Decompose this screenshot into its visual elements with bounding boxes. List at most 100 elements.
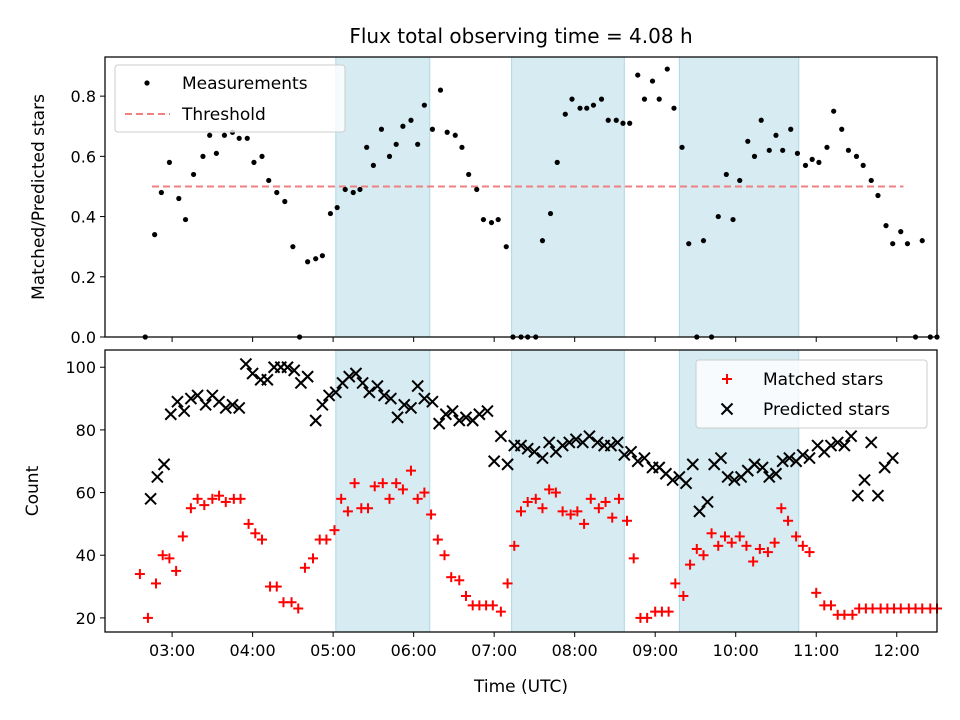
predicted-point — [521, 442, 534, 455]
predicted-point-b — [349, 367, 363, 380]
matched-point — [391, 478, 402, 489]
matched-point — [741, 540, 752, 551]
predicted-point — [171, 395, 184, 408]
predicted-point — [157, 458, 171, 471]
predicted-point — [679, 476, 693, 490]
matched-point — [544, 484, 555, 495]
predicted-point — [714, 451, 728, 465]
top-legend: Measurements Threshold — [114, 64, 346, 133]
matched-point — [377, 478, 388, 489]
predicted-point — [851, 489, 865, 502]
measurement-point — [350, 189, 356, 196]
matched-point — [607, 512, 618, 523]
predicted-point — [701, 495, 714, 509]
bottom-legend: Matched stars Predicted stars — [695, 359, 928, 429]
top-legend-box — [114, 64, 346, 133]
measurement-point — [590, 102, 597, 108]
measurement-point — [700, 238, 707, 244]
measurement-point — [459, 144, 465, 150]
matched-point — [502, 578, 513, 589]
x-axis-label: Time (UTC) — [473, 677, 568, 697]
measurement-point — [244, 135, 250, 141]
measurement-point — [745, 138, 751, 144]
predicted-point-b — [763, 470, 776, 484]
bottom-legend-box — [695, 359, 928, 429]
predicted-point — [226, 398, 239, 412]
predicted-point — [398, 398, 411, 412]
predicted-point — [411, 379, 424, 393]
measurement-point — [357, 186, 363, 193]
measurement-point — [274, 189, 280, 196]
measurement-point — [327, 210, 334, 217]
measurement-point — [334, 204, 340, 211]
predicted-point-b — [398, 398, 411, 412]
matched-point — [243, 518, 254, 529]
matched-point — [250, 528, 261, 539]
predicted-point-b — [714, 451, 728, 465]
legend-entry-matched: Matched stars — [763, 370, 883, 390]
measurement-point — [627, 120, 633, 126]
measurement-point — [466, 171, 472, 178]
bottom-y-tick-label: 100 — [65, 358, 96, 377]
measurement-point — [715, 213, 721, 220]
measurement-point — [176, 195, 182, 202]
measurement-point — [282, 198, 288, 205]
measurement-point — [649, 78, 656, 84]
predicted-point — [886, 451, 899, 465]
predicted-point — [803, 451, 816, 465]
matched-point — [593, 503, 604, 514]
measurement-point — [488, 219, 495, 226]
measurement-point — [671, 105, 677, 111]
predicted-point — [371, 379, 384, 393]
predicted-point — [624, 445, 638, 459]
predicted-point — [728, 473, 741, 487]
predicted-point-b — [481, 404, 494, 418]
matched-point — [157, 550, 168, 561]
x-tick-label: 11:00 — [793, 641, 839, 660]
predicted-point-b — [157, 458, 171, 471]
measurement-point — [853, 153, 860, 159]
legend-entry-threshold: Threshold — [181, 105, 266, 125]
predicted-point-b — [171, 395, 184, 408]
measurement-point — [641, 96, 648, 102]
predicted-point — [356, 376, 369, 390]
matched-point — [516, 506, 526, 517]
predicted-point — [418, 392, 431, 405]
matched-point — [271, 581, 282, 592]
measurement-point — [415, 141, 421, 147]
predicted-point-b — [536, 451, 549, 465]
matched-point — [537, 503, 548, 514]
measurement-point — [883, 223, 889, 229]
measurement-point — [679, 144, 685, 150]
legend-marker-matched — [722, 374, 732, 384]
predicted-point-b — [624, 445, 638, 459]
matched-point — [321, 534, 332, 545]
predicted-point-b — [514, 439, 528, 452]
matched-point — [691, 543, 702, 554]
predicted-point-b — [583, 429, 596, 443]
matched-point — [557, 506, 568, 517]
measurement-point — [182, 216, 189, 223]
predicted-point — [858, 473, 871, 487]
matched-point — [439, 550, 450, 561]
measurement-point — [758, 117, 764, 123]
predicted-point — [349, 367, 363, 380]
predicted-point-b — [796, 448, 810, 462]
predicted-point — [844, 429, 858, 443]
matched-point — [405, 465, 416, 476]
legend-cross — [720, 402, 734, 416]
predicted-point-b — [783, 451, 796, 465]
predicted-point-b — [384, 392, 398, 405]
predicted-point — [528, 445, 541, 459]
measurement-point — [737, 177, 743, 184]
measurement-point — [898, 229, 904, 235]
predicted-point — [329, 386, 343, 399]
matched-point — [235, 493, 246, 504]
predicted-point-b — [871, 489, 885, 502]
top-axes-frame — [104, 56, 938, 338]
measurement-point — [290, 244, 296, 250]
predicted-point-b — [569, 433, 583, 446]
matched-point — [522, 496, 533, 507]
measurement-point — [474, 186, 480, 193]
measurement-point — [429, 126, 436, 132]
